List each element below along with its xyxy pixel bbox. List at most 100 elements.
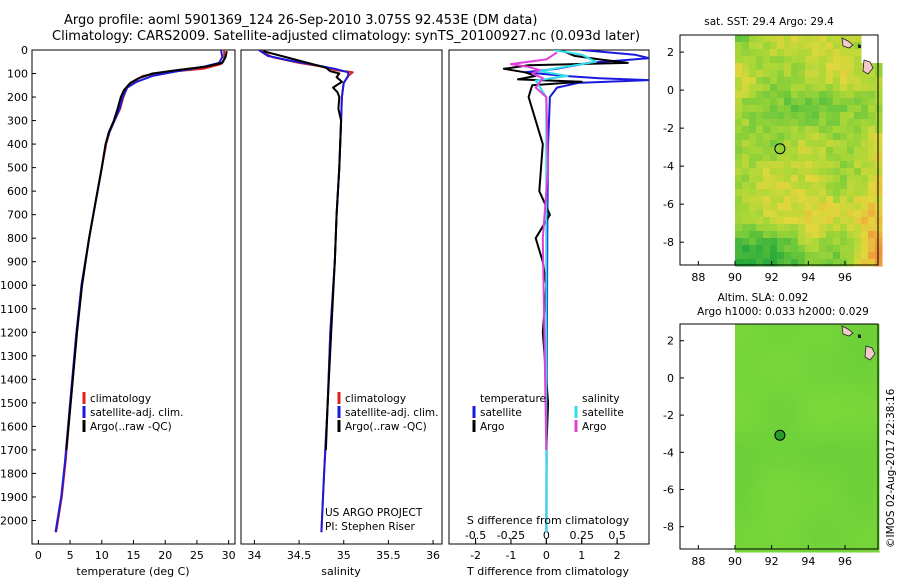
heatmap-cell <box>843 444 850 451</box>
heatmap-cell <box>756 84 764 92</box>
heatmap-cell <box>777 210 785 218</box>
heatmap-cell <box>759 486 766 493</box>
heatmap-cell <box>747 540 754 547</box>
heatmap-cell <box>805 182 813 190</box>
heatmap-cell <box>843 426 850 433</box>
heatmap-cell <box>735 175 743 183</box>
heatmap-cell <box>791 112 799 120</box>
heatmap-cell <box>837 444 844 451</box>
heatmap-cell <box>741 396 748 403</box>
heatmap-cell <box>819 133 827 141</box>
land-island <box>864 345 876 361</box>
heatmap-cell <box>873 510 880 517</box>
heatmap-cell <box>783 336 790 343</box>
heatmap-cell <box>826 126 834 134</box>
heatmap-cell <box>747 516 754 523</box>
heatmap-cell <box>791 224 799 232</box>
heatmap-cell <box>825 384 832 391</box>
heatmap-cell <box>784 133 792 141</box>
heatmap-cell <box>855 396 862 403</box>
heatmap-cell <box>819 252 827 260</box>
heatmap-cell <box>826 168 834 176</box>
heatmap-cell <box>805 245 813 253</box>
heatmap-cell <box>789 378 796 385</box>
heatmap-cell <box>812 210 820 218</box>
heatmap-cell <box>789 372 796 379</box>
heatmap-cell <box>735 474 742 481</box>
heatmap-cell <box>807 432 814 439</box>
heatmap-cell <box>847 175 855 183</box>
heatmap-cell <box>867 522 874 529</box>
heatmap-cell <box>875 217 883 225</box>
heatmap-cell <box>753 372 760 379</box>
heatmap-cell <box>813 378 820 385</box>
heatmap-cell <box>763 168 771 176</box>
heatmap-cell <box>813 510 820 517</box>
heatmap-cell <box>771 540 778 547</box>
heatmap-cell <box>819 402 826 409</box>
heatmap-cell <box>873 384 880 391</box>
heatmap-cell <box>819 528 826 535</box>
heatmap-cell <box>735 35 743 43</box>
heatmap-cell <box>807 342 814 349</box>
heatmap-cell <box>861 510 868 517</box>
heatmap-cell <box>735 384 742 391</box>
heatmap-cell <box>771 528 778 535</box>
heatmap-cell <box>812 259 820 267</box>
heatmap-cell <box>777 112 785 120</box>
heatmap-cell <box>789 348 796 355</box>
heatmap-cell <box>784 210 792 218</box>
heatmap-cell <box>777 98 785 106</box>
heatmap-cell <box>805 70 813 78</box>
heatmap-cell <box>849 438 856 445</box>
heatmap-cell <box>819 105 827 113</box>
heatmap-cell <box>826 91 834 99</box>
heatmap-cell <box>791 63 799 71</box>
heatmap-cell <box>763 35 771 43</box>
heatmap-cell <box>861 444 868 451</box>
heatmap-cell <box>765 342 772 349</box>
heatmap-cell <box>831 492 838 499</box>
heatmap-cell <box>801 444 808 451</box>
heatmap-cell <box>826 252 834 260</box>
heatmap-cell <box>784 161 792 169</box>
heatmap-cell <box>765 426 772 433</box>
heatmap-cell <box>826 77 834 85</box>
heatmap-cell <box>873 330 880 337</box>
heatmap-cell <box>735 480 742 487</box>
heatmap-cell <box>784 98 792 106</box>
heatmap-cell <box>873 348 880 355</box>
heatmap-cell <box>819 504 826 511</box>
heatmap-cell <box>873 420 880 427</box>
heatmap-cell <box>753 432 760 439</box>
heatmap-cell <box>837 420 844 427</box>
heatmap-cell <box>807 348 814 355</box>
heatmap-cell <box>831 366 838 373</box>
heatmap-cell <box>789 414 796 421</box>
t-difference-tick-label: -2 <box>470 549 481 562</box>
heatmap-cell <box>791 259 799 267</box>
heatmap-cell <box>749 77 757 85</box>
heatmap-cell <box>826 196 834 204</box>
heatmap-cell <box>777 49 785 57</box>
legend-label-t-argo: Argo <box>480 421 504 433</box>
heatmap-cell <box>813 372 820 379</box>
heatmap-cell <box>783 540 790 547</box>
depth-tick-label: 1800 <box>0 467 28 480</box>
heatmap-cell <box>771 408 778 415</box>
heatmap-cell <box>783 330 790 337</box>
heatmap-cell <box>847 210 855 218</box>
heatmap-cell <box>819 516 826 523</box>
heatmap-cell <box>801 474 808 481</box>
heatmap-cell <box>798 252 806 260</box>
heatmap-cell <box>847 126 855 134</box>
heatmap-cell <box>861 182 869 190</box>
heatmap-cell <box>759 468 766 475</box>
heatmap-cell <box>783 324 790 331</box>
heatmap-cell <box>765 480 772 487</box>
heatmap-cell <box>791 210 799 218</box>
heatmap-cell <box>735 238 743 246</box>
heatmap-cell <box>868 210 876 218</box>
heatmap-cell <box>812 231 820 239</box>
heatmap-cell <box>854 154 862 162</box>
